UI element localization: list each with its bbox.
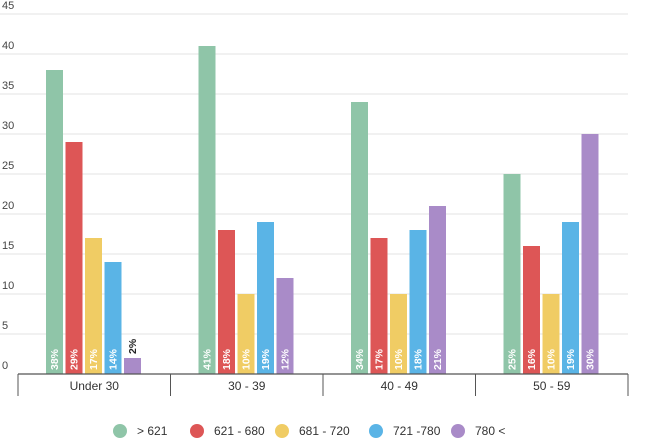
bar (523, 246, 540, 374)
legend-label: 621 - 680 (214, 424, 265, 438)
legend-label: 721 -780 (393, 424, 441, 438)
legend-swatch (451, 424, 465, 438)
bars: 38% 29% 17% 14% 2% 41% 18% 10% 19% 12% 34% 17% 10% 18… (46, 46, 599, 374)
data-label: 14% (108, 348, 120, 370)
data-label: 12% (280, 348, 292, 370)
bar (46, 70, 63, 374)
bar (85, 238, 102, 374)
y-tick-label: 30 (2, 120, 14, 132)
data-label: 10% (241, 348, 253, 370)
x-axis: Under 30 30 - 39 40 - 49 50 - 59 (17, 373, 629, 396)
data-label: 17% (374, 348, 386, 370)
data-label: 29% (69, 348, 81, 370)
data-label: 34% (354, 348, 366, 370)
x-tick-label: 40 - 49 (381, 379, 419, 393)
data-label: 41% (202, 348, 214, 370)
legend: > 621 621 - 680 681 - 720 721 -780 780 < (113, 424, 505, 438)
x-tick-label: 50 - 59 (533, 379, 571, 393)
data-label: 30% (585, 348, 597, 370)
x-tick-label: 30 - 39 (228, 379, 266, 393)
legend-swatch (369, 424, 383, 438)
legend-swatch (190, 424, 204, 438)
data-label: 10% (546, 348, 558, 370)
data-label: 18% (221, 348, 233, 370)
bar (198, 46, 216, 374)
bar (409, 230, 427, 374)
bar (390, 294, 407, 374)
bar (542, 294, 560, 374)
data-label: 2% (127, 338, 139, 354)
bar (218, 230, 235, 374)
data-label: 10% (393, 348, 405, 370)
data-label: 16% (526, 348, 538, 370)
bar (503, 174, 521, 374)
data-label: 38% (49, 348, 61, 370)
bar (562, 222, 579, 374)
bar (65, 142, 83, 374)
legend-swatch (275, 424, 289, 438)
bar (237, 294, 255, 374)
data-label: 19% (565, 348, 577, 370)
bar (276, 278, 294, 374)
y-tick-label: 40 (2, 40, 14, 52)
y-tick-label: 45 (2, 0, 14, 12)
data-label: 25% (507, 348, 519, 370)
y-tick-label: 0 (2, 360, 8, 372)
legend-label: 681 - 720 (299, 424, 350, 438)
y-tick-label: 15 (2, 240, 14, 252)
bar (581, 134, 599, 374)
bar (370, 238, 388, 374)
y-tick-label: 35 (2, 80, 14, 92)
data-label: 19% (260, 348, 272, 370)
legend-label: 780 < (475, 424, 505, 438)
data-label: 17% (88, 348, 100, 370)
bar (429, 206, 446, 374)
bar (257, 222, 274, 374)
data-label: 21% (432, 348, 444, 370)
legend-label: > 621 (137, 424, 168, 438)
data-label: 18% (413, 348, 425, 370)
x-tick-label: Under 30 (70, 379, 120, 393)
bar (124, 358, 141, 374)
y-tick-label: 20 (2, 200, 14, 212)
legend-swatch (113, 424, 127, 438)
y-axis-ticks: 0 5 10 15 20 25 30 35 40 45 (2, 0, 14, 372)
bar (351, 102, 368, 374)
y-tick-label: 5 (2, 320, 8, 332)
y-tick-label: 25 (2, 160, 14, 172)
bar (104, 262, 122, 374)
y-tick-label: 10 (2, 280, 14, 292)
